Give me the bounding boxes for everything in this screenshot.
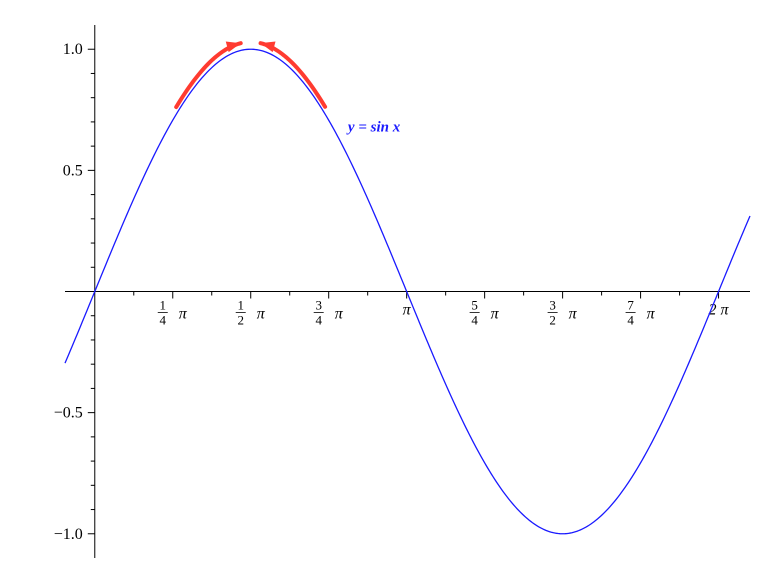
x-tick-label: 2 π: [709, 302, 730, 319]
x-tick-fraction: 54π: [470, 298, 500, 328]
function-label: y = sin x: [346, 120, 401, 136]
sine-chart: 14π12π34π54π32π74ππ2 π−1.0−0.50.51.0y = …: [0, 0, 775, 583]
svg-text:7: 7: [627, 298, 634, 313]
svg-text:4: 4: [627, 313, 634, 328]
x-tick-fraction: 32π: [548, 298, 578, 328]
x-tick-label: π: [403, 302, 412, 319]
x-tick-fraction: 12π: [236, 298, 266, 328]
direction-arrow: [176, 42, 241, 108]
svg-text:5: 5: [471, 298, 478, 313]
svg-text:4: 4: [471, 313, 478, 328]
svg-text:4: 4: [315, 313, 322, 328]
y-tick-label: 1.0: [63, 41, 83, 58]
y-tick-label: −1.0: [54, 526, 83, 543]
svg-text:π: π: [335, 306, 344, 323]
svg-text:1: 1: [237, 298, 244, 313]
svg-text:π: π: [647, 306, 656, 323]
svg-text:π: π: [491, 306, 500, 323]
svg-text:3: 3: [549, 298, 556, 313]
svg-text:3: 3: [315, 298, 322, 313]
y-tick-label: 0.5: [63, 162, 83, 179]
chart-svg: 14π12π34π54π32π74ππ2 π−1.0−0.50.51.0y = …: [0, 0, 775, 583]
x-tick-fraction: 34π: [314, 298, 344, 328]
svg-text:2: 2: [237, 313, 244, 328]
direction-arrow: [261, 41, 326, 106]
svg-text:1: 1: [160, 298, 167, 313]
x-tick-fraction: 14π: [158, 298, 188, 328]
svg-text:π: π: [257, 306, 266, 323]
svg-text:4: 4: [160, 313, 167, 328]
svg-text:2: 2: [549, 313, 556, 328]
x-tick-fraction: 74π: [626, 298, 656, 328]
svg-text:π: π: [179, 306, 188, 323]
svg-text:π: π: [569, 306, 578, 323]
y-tick-label: −0.5: [54, 405, 83, 422]
